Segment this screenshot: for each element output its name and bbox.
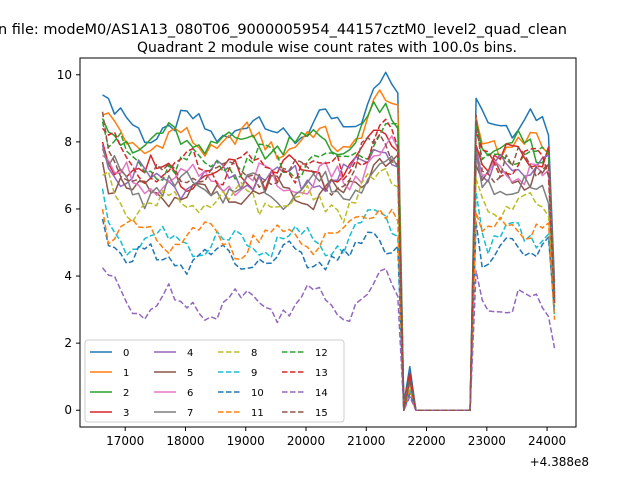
legend-label-11: 11: [251, 408, 264, 419]
y-tick-label: 2: [64, 336, 72, 350]
series-line-15: [101, 111, 556, 411]
legend-label-8: 8: [251, 348, 257, 359]
series-line-7: [101, 148, 556, 411]
legend-box: [84, 339, 345, 423]
legend-label-3: 3: [123, 408, 129, 419]
series-line-8: [102, 167, 556, 411]
legend-label-9: 9: [251, 368, 257, 379]
x-tick-label: 24000: [528, 434, 566, 448]
series-line-12: [101, 121, 556, 411]
x-tick-label: 22000: [407, 434, 445, 448]
x-offset-label: +4.388e8: [530, 455, 589, 469]
legend-label-0: 0: [123, 348, 129, 359]
x-tick-label: 20000: [287, 434, 325, 448]
y-axis: 0 2 4 6 8 10: [57, 68, 80, 417]
x-axis: 17000 18000 19000 20000 21000 22000 23000 24000: [106, 427, 566, 448]
series-line-2: [101, 101, 556, 411]
legend-label-2: 2: [123, 388, 129, 399]
legend-label-10: 10: [251, 388, 264, 399]
x-tick-label: 23000: [468, 434, 506, 448]
legend-label-6: 6: [187, 388, 193, 399]
y-tick-label: 10: [57, 68, 72, 82]
legend-label-5: 5: [187, 368, 193, 379]
legend-label-1: 1: [123, 368, 129, 379]
series-line-9: [101, 188, 556, 411]
axes-frame: [79, 57, 577, 428]
legend-label-4: 4: [187, 348, 193, 359]
series-line-1: [102, 89, 556, 411]
series-line-10: [101, 218, 556, 411]
series-layer: [101, 71, 556, 411]
legend-label-14: 14: [315, 388, 328, 399]
series-line-4: [101, 145, 556, 411]
y-tick-label: 0: [64, 403, 72, 417]
series-line-14: [101, 267, 556, 411]
chart-title: Quadrant 2 module wise count rates with …: [137, 40, 517, 56]
figure-suptitle: n file: modeM0/AS1A13_080T06_9000005954_…: [0, 22, 567, 38]
series-line-0: [102, 71, 556, 411]
y-tick-label: 8: [64, 135, 72, 149]
y-tick-label: 4: [64, 269, 72, 283]
legend-label-7: 7: [187, 408, 193, 419]
plot-area: 17000 18000 19000 20000 21000 22000 23000 24000…: [57, 57, 589, 469]
series-line-11: [101, 208, 556, 411]
legend-label-12: 12: [315, 348, 328, 359]
x-tick-label: 19000: [227, 434, 265, 448]
legend-label-15: 15: [315, 408, 328, 419]
y-tick-label: 6: [64, 202, 72, 216]
x-tick-label: 18000: [166, 434, 204, 448]
x-tick-label: 21000: [347, 434, 385, 448]
legend-label-13: 13: [315, 368, 328, 379]
x-tick-label: 17000: [106, 434, 144, 448]
series-line-13: [101, 118, 556, 411]
